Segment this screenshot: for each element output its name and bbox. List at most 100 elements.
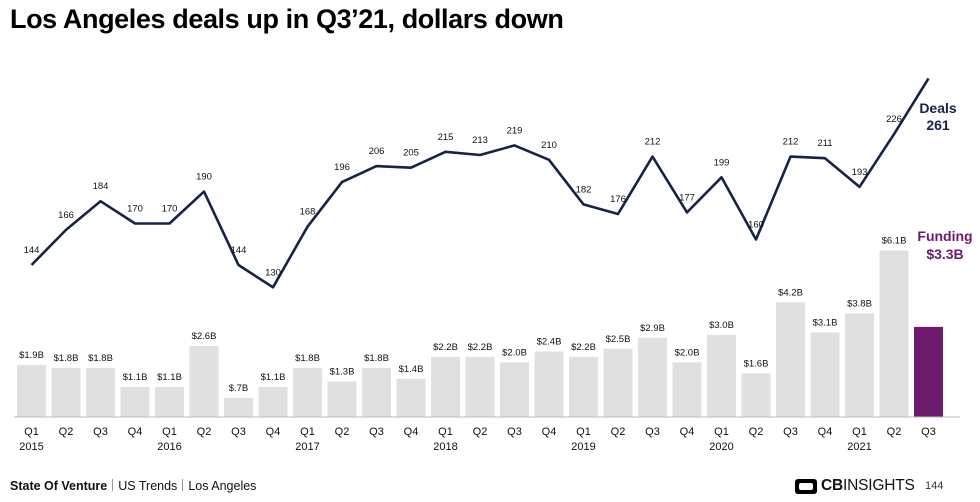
- deals-point-label: 212: [783, 137, 799, 148]
- cb-insights-wordmark: CBINSIGHTS: [821, 477, 915, 494]
- deals-point-label: 166: [58, 210, 74, 221]
- x-year-label: 2015: [19, 441, 43, 453]
- cb-insights-logo: CBINSIGHTS: [795, 476, 915, 496]
- funding-bar-highlight: [914, 326, 943, 417]
- funding-bar: [534, 351, 564, 417]
- deals-point-label: 206: [369, 146, 385, 157]
- funding-bar: [603, 348, 633, 418]
- funding-bar: [17, 365, 46, 417]
- x-tick-label: Q2: [611, 426, 626, 438]
- funding-bar-label: $1.1B: [261, 372, 286, 383]
- x-year-label: 2017: [295, 441, 319, 453]
- x-tick-label: Q4: [404, 426, 419, 438]
- x-year-label: 2019: [571, 441, 595, 453]
- deals-point-label: 170: [127, 204, 143, 215]
- x-year-label: 2020: [709, 441, 733, 453]
- x-tick-label: Q4: [542, 426, 557, 438]
- x-tick-label: Q2: [473, 426, 488, 438]
- x-year-label: 2018: [433, 441, 457, 453]
- x-tick-label: Q2: [59, 426, 74, 438]
- page-number: 144: [925, 480, 944, 492]
- funding-bar-label: $2.2B: [571, 342, 596, 353]
- funding-bar: [362, 367, 391, 417]
- deals-point-label: 144: [231, 245, 247, 256]
- funding-bar: [879, 250, 909, 417]
- deals-point-label: 219: [507, 125, 523, 136]
- footer-region: Los Angeles: [188, 479, 257, 493]
- deals-point-label: 170: [162, 204, 178, 215]
- funding-bar: [672, 362, 702, 417]
- cb-insights-logo-icon: [795, 478, 817, 494]
- deals-point-labels: 144 166 184 170 170 190 144 130 168 196 206 205 215 2…: [24, 114, 902, 278]
- funding-bar: [741, 373, 771, 417]
- funding-bar-label: $.7B: [229, 383, 249, 394]
- deals-point-label: 190: [196, 172, 212, 183]
- funding-bar-label: $1.8B: [364, 353, 389, 364]
- deals-line: [30, 77, 930, 289]
- funding-bar: [396, 378, 426, 417]
- funding-bar: [327, 381, 357, 417]
- x-tick-label: Q1: [24, 426, 39, 438]
- x-tick-label: Q4: [680, 426, 695, 438]
- x-year-label: 2016: [157, 441, 181, 453]
- funding-bar: [293, 367, 322, 417]
- x-tick-label: Q1: [162, 426, 177, 438]
- funding-bar-label: $2.6B: [192, 331, 217, 342]
- x-tick-label: Q4: [128, 426, 143, 438]
- x-tick-label: Q1: [714, 426, 729, 438]
- deals-point-label: 199: [714, 157, 730, 168]
- footer-section: US Trends: [118, 479, 178, 493]
- funding-bars: [17, 250, 943, 418]
- x-tick-label: Q4: [266, 426, 281, 438]
- funding-bar: [707, 335, 736, 417]
- funding-bar: [569, 356, 598, 417]
- funding-bar-label: $6.1B: [882, 236, 907, 247]
- funding-bar-label: $2.2B: [468, 342, 493, 353]
- funding-bar-label: $2.0B: [502, 347, 527, 358]
- x-tick-label: Q1: [852, 426, 867, 438]
- deals-point-label: 213: [472, 135, 488, 146]
- funding-bar-label: $2.4B: [537, 337, 562, 348]
- deals-point-label: 160: [748, 220, 764, 231]
- funding-bar: [465, 356, 495, 417]
- deals-callout-name: Deals: [919, 100, 957, 116]
- x-tick-label: Q3: [369, 426, 384, 438]
- chart-title: Los Angeles deals up in Q3’21, dollars d…: [10, 4, 564, 34]
- deals-point-label: 177: [679, 192, 695, 203]
- deals-callout-value: 261: [926, 117, 950, 133]
- x-tick-label: Q3: [783, 426, 798, 438]
- funding-bar: [638, 337, 667, 417]
- funding-bar: [86, 367, 115, 417]
- funding-bar-label: $2.2B: [433, 342, 458, 353]
- x-tick-label: Q3: [921, 426, 936, 438]
- funding-bar: [258, 387, 288, 417]
- funding-bar: [155, 387, 184, 417]
- deals-funding-chart: $1.9B $1.8B $1.8B $1.1B $1.1B $2.6B $.7B $1.1B $…: [14, 77, 973, 453]
- footer-divider: [182, 479, 184, 491]
- x-year-label: 2021: [847, 441, 871, 453]
- deals-point-label: 215: [438, 132, 454, 143]
- funding-bar-labels: $1.9B $1.8B $1.8B $1.1B $1.1B $2.6B $.7B $1.1B $…: [19, 236, 906, 394]
- deals-point-label: 130: [265, 267, 281, 278]
- funding-bar-label: $3.8B: [847, 298, 872, 309]
- funding-bar: [810, 332, 840, 417]
- funding-bar: [189, 346, 219, 417]
- funding-callout-name: Funding: [917, 228, 972, 244]
- deals-point-label: 226: [886, 114, 902, 125]
- x-tick-label: Q3: [93, 426, 108, 438]
- x-tick-label: Q2: [197, 426, 212, 438]
- deals-point-label: 210: [541, 140, 557, 151]
- footer-divider: [112, 479, 114, 491]
- funding-bar-label: $1.9B: [19, 350, 44, 361]
- x-tick-label: Q2: [335, 426, 350, 438]
- funding-bar-label: $1.4B: [399, 364, 424, 375]
- funding-bar: [224, 397, 253, 417]
- funding-bar-label: $1.1B: [123, 372, 148, 383]
- x-tick-label: Q3: [507, 426, 522, 438]
- x-tick-label: Q2: [749, 426, 764, 438]
- deals-point-label: 196: [334, 162, 350, 173]
- footer-report: State Of Venture: [10, 479, 108, 493]
- funding-bar: [500, 362, 529, 417]
- series-callouts: Deals 261 Funding $3.3B: [917, 100, 972, 262]
- deals-point-label: 211: [817, 138, 832, 149]
